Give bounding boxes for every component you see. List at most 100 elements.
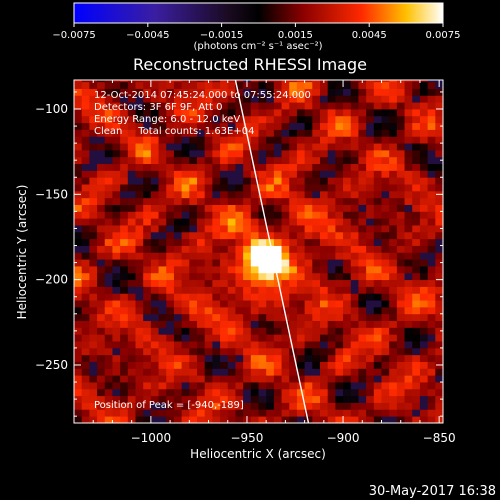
heatmap-cell [197, 354, 206, 362]
heatmap-cell [120, 218, 129, 226]
heatmap-cell [404, 300, 413, 308]
heatmap-cell [197, 81, 206, 89]
heatmap-cell [166, 409, 175, 417]
heatmap-cell [89, 88, 98, 96]
heatmap-cell [97, 395, 106, 403]
heatmap-cell [358, 300, 367, 308]
heatmap-cell [304, 204, 313, 212]
heatmap-cell [220, 95, 229, 103]
heatmap-cell [296, 156, 306, 165]
heatmap-cell [250, 266, 259, 274]
heatmap-cell [97, 109, 106, 117]
heatmap-cell [189, 190, 198, 199]
heatmap-cell [181, 122, 190, 130]
heatmap-cell [197, 395, 206, 403]
heatmap-cell [335, 402, 344, 410]
heatmap-cell [366, 266, 375, 274]
heatmap-cell [327, 306, 336, 315]
heatmap-cell [266, 313, 275, 322]
heatmap-cell [135, 115, 144, 124]
heatmap-cell [320, 170, 329, 178]
heatmap-cell [173, 143, 183, 151]
heatmap-cell [189, 300, 198, 308]
heatmap-cell [366, 388, 375, 397]
heatmap-cell [104, 211, 113, 219]
heatmap-cell [320, 313, 329, 322]
heatmap-cell [166, 218, 175, 226]
heatmap-cell [227, 170, 236, 178]
heatmap-cell [312, 388, 321, 397]
heatmap-cell [296, 184, 306, 192]
heatmap-cell [227, 293, 236, 301]
heatmap-cell [358, 252, 367, 260]
heatmap-cell [419, 115, 429, 124]
heatmap-cell [89, 334, 98, 342]
heatmap-cell [212, 177, 221, 185]
heatmap-cell [266, 143, 275, 151]
heatmap-cell [327, 300, 336, 308]
heatmap-cell [327, 327, 336, 335]
heatmap-cell [327, 293, 336, 301]
heatmap-cell [273, 211, 282, 219]
heatmap-cell [404, 225, 413, 233]
heatmap-cell [166, 149, 175, 158]
heatmap-cell [327, 204, 336, 212]
heatmap-cell [89, 163, 98, 171]
heatmap-cell [304, 177, 313, 185]
heatmap-cell [435, 88, 443, 96]
heatmap-cell [304, 334, 313, 342]
heatmap-cell [350, 279, 359, 287]
heatmap-cell [412, 245, 421, 253]
heatmap-cell [158, 306, 167, 315]
heatmap-cell [120, 204, 129, 212]
heatmap-cell [127, 272, 136, 281]
heatmap-cell [74, 109, 83, 117]
heatmap-cell [158, 279, 167, 287]
heatmap-cell [427, 136, 436, 144]
heatmap-cell [127, 88, 136, 96]
heatmap-cell [266, 341, 275, 349]
heatmap-cell [235, 88, 244, 96]
heatmap-cell [120, 409, 129, 417]
heatmap-cell [412, 129, 421, 137]
heatmap-cell [104, 204, 113, 212]
heatmap-cell [396, 197, 405, 205]
heatmap-cell [158, 177, 167, 185]
heatmap-cell [74, 293, 83, 301]
heatmap-cell [312, 170, 321, 178]
heatmap-cell [204, 122, 213, 130]
heatmap-cell [250, 306, 259, 315]
heatmap-cell [181, 156, 190, 165]
heatmap-cell [381, 259, 390, 267]
heatmap-cell [250, 313, 259, 322]
heatmap-cell [373, 231, 382, 240]
heatmap-cell [227, 122, 236, 130]
heatmap-cell [281, 388, 290, 397]
heatmap-cell [304, 252, 313, 260]
heatmap-cell [366, 177, 375, 185]
heatmap-cell [312, 286, 321, 294]
heatmap-cell [150, 306, 159, 315]
heatmap-cell [112, 95, 121, 103]
heatmap-cell [335, 80, 344, 83]
heatmap-cell [150, 81, 159, 89]
heatmap-cell [74, 279, 83, 287]
heatmap-cell [273, 252, 282, 260]
heatmap-cell [396, 95, 405, 103]
heatmap-cell [227, 156, 236, 165]
heatmap-cell [427, 313, 436, 322]
heatmap-cell [350, 327, 359, 335]
heatmap-cell [227, 184, 236, 192]
heatmap-cell [373, 300, 382, 308]
heatmap-cell [358, 416, 367, 423]
heatmap-cell [250, 368, 259, 376]
heatmap-cell [366, 279, 375, 287]
heatmap-cell [158, 136, 167, 144]
heatmap-cell [104, 88, 113, 96]
heatmap-cell [296, 197, 306, 205]
heatmap-cell [435, 156, 443, 165]
heatmap-cell [273, 327, 282, 335]
heatmap-cell [396, 259, 405, 267]
heatmap-cell [389, 80, 398, 83]
heatmap-cell [243, 225, 252, 233]
